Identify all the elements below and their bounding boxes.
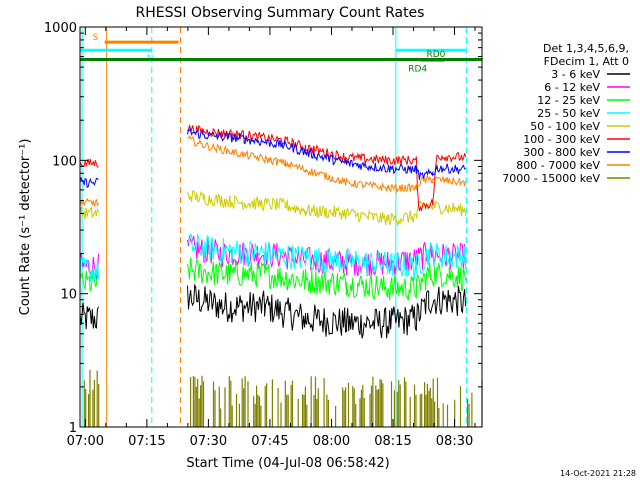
legend-label-7: 300 - 800 keV [523,146,600,159]
series-4 [79,232,467,283]
annotation-0: S [93,33,179,44]
y-tick-label-3: 1000 [44,21,77,36]
annotation-3: RD4 [80,58,482,75]
x-axis-label: Start Time (04-Jul-08 06:58:42) [186,456,389,471]
annotation-label-3: RD4 [408,65,427,75]
y-tick-label-0: 1 [69,421,77,436]
series-3 [79,257,467,301]
series-6 [79,124,467,213]
x-tick-label-0: 07:00 [67,434,104,449]
series-5-line [79,190,467,227]
legend-label-9: 7000 - 15000 keV [502,172,600,185]
series-4-line [79,232,467,283]
x-tick-label-5: 08:15 [374,434,411,449]
legend-header-1: FDecim 1, Att 0 [544,55,629,68]
series-layer [79,124,483,427]
x-tick-label-6: 08:30 [436,434,473,449]
footer-timestamp: 14-Oct-2021 21:28 [560,469,636,478]
legend-label-4: 25 - 50 keV [537,107,600,120]
x-tick-label-2: 07:30 [190,434,227,449]
legend-label-5: 50 - 100 keV [530,120,600,133]
x-tick-label-3: 07:45 [251,434,288,449]
series-1-line [79,283,467,339]
annotation-label-4: RD0 [427,50,446,60]
chart-title: RHESSI Observing Summary Count Rates [136,5,425,21]
x-tick-label-1: 07:15 [128,434,165,449]
plot-frame [79,26,483,428]
series-9 [83,369,483,427]
annotation-layer: SNRD4RD0 [80,33,482,75]
series-3-line [79,257,467,301]
legend-label-6: 100 - 300 keV [523,133,600,146]
y-axis-label: Count Rate (s⁻¹ detector⁻¹) [18,139,33,316]
annotation-4: RD0 [420,50,446,62]
marker-lines [81,27,467,427]
legend-label-8: 800 - 7000 keV [516,159,600,172]
series-1 [79,283,467,339]
legend-header-0: Det 1,3,4,5,6,9, [543,42,629,55]
annotation-label-0: S [93,33,99,43]
series-5 [79,190,467,227]
legend-label-1: 3 - 6 keV [551,68,600,81]
series-9-line [83,369,483,427]
legend: Det 1,3,4,5,6,9,FDecim 1, Att 03 - 6 keV… [502,42,630,185]
legend-label-2: 6 - 12 keV [544,81,600,94]
legend-label-3: 12 - 25 keV [537,94,600,107]
series-6-line [79,124,467,213]
x-tick-label-4: 08:00 [313,434,350,449]
y-tick-label-2: 100 [52,154,77,169]
y-tick-label-1: 10 [60,288,77,303]
axes: 07:00 07:15 07:30 07:45 08:00 08:15 08:30 1 10 10… [44,21,482,449]
